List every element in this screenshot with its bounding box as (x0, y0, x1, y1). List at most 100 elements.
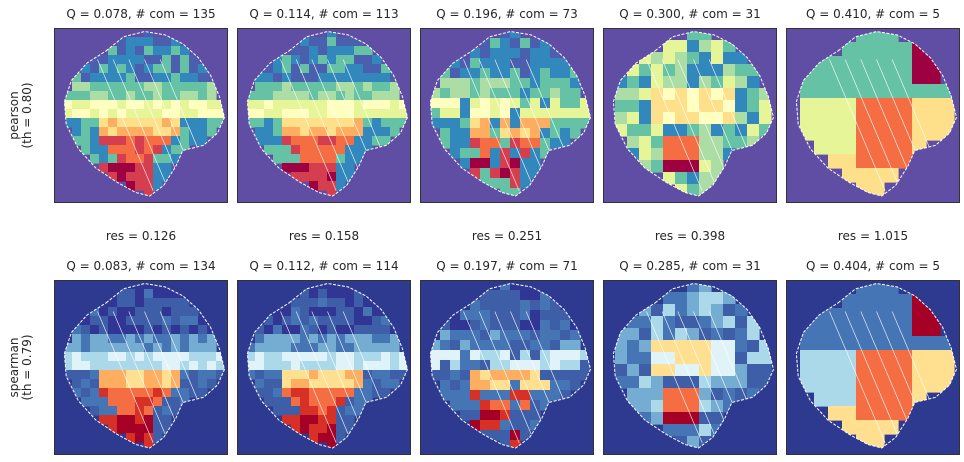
parcel-cell (699, 172, 712, 185)
parcel-cell (884, 31, 899, 43)
parcel-cell (651, 376, 664, 389)
parcel-cell (926, 350, 941, 365)
parcel-cell (117, 361, 127, 371)
parcel-cell (550, 360, 561, 371)
parcel-cell (711, 64, 724, 77)
parcel-cell (381, 343, 391, 353)
parcel-cell (291, 388, 301, 398)
parcel-cell (162, 415, 172, 425)
parcel-cell (327, 73, 337, 83)
parcel-cell (430, 350, 441, 361)
parcel-cell (345, 406, 355, 416)
parcel-cell (363, 109, 373, 119)
parcel-cell (828, 98, 843, 113)
parcel-cell (687, 184, 700, 196)
parcel-cell (490, 340, 501, 351)
parcel-cell (108, 46, 118, 56)
parcel-cell (856, 31, 871, 43)
parcel-cell (144, 190, 154, 196)
brain-outline (246, 30, 409, 197)
parcel-cell (300, 127, 310, 137)
parcel-cell (560, 340, 571, 351)
parcel-cell (64, 352, 73, 362)
parcel-cell (814, 322, 829, 337)
parcel-cell (300, 109, 310, 119)
parcel-cell (500, 168, 511, 179)
parcel-cell (309, 343, 319, 353)
parcel-cell (723, 328, 736, 341)
panel-frame (237, 280, 411, 455)
parcel-cell (273, 154, 283, 164)
parcel-cell (336, 379, 346, 389)
parcel-cell (651, 112, 664, 125)
parcel-cell (90, 145, 100, 155)
parcel-cell (264, 118, 274, 128)
parcel-cell (318, 424, 328, 434)
parcel-cell (470, 410, 481, 421)
parcel-cell (309, 118, 319, 128)
parcel-cell (126, 352, 136, 362)
parcel-cell (90, 154, 100, 164)
parcel-cell (390, 127, 400, 137)
parcel-cell (126, 424, 136, 434)
parcel-cell (490, 320, 501, 331)
parcel-cell (198, 100, 208, 110)
parcel-cell (699, 148, 712, 161)
parcel-cell (90, 370, 100, 380)
parcel-cell (300, 55, 310, 65)
parcel-cell (570, 118, 581, 129)
parcel-cell (171, 118, 181, 128)
panel-title: Q = 0.078, # com = 135 (66, 7, 215, 21)
parcel-cell (180, 82, 190, 92)
parcel-cell (580, 118, 591, 129)
parcel-cell (639, 112, 652, 125)
parcel-cell (639, 100, 652, 113)
parcel-cell (856, 126, 871, 141)
parcel-cell (171, 109, 181, 119)
parcel-cell (814, 378, 829, 393)
parcel-cell (510, 58, 521, 69)
parcel-cell (651, 364, 664, 377)
parcel-cell (530, 340, 541, 351)
boundary-line (112, 59, 170, 191)
parcel-cell (345, 136, 355, 146)
parcel-cell (90, 379, 100, 389)
parcel-cell (291, 136, 301, 146)
parcel-cell (309, 388, 319, 398)
parcel-cell (735, 388, 748, 401)
parcel-cell (530, 330, 541, 341)
parcel-cell (144, 325, 154, 335)
parcel-cell (99, 163, 109, 173)
parcel-cell (327, 118, 337, 128)
parcel-cell (651, 388, 664, 401)
brain-outline (63, 30, 226, 197)
parcel-cell (759, 112, 772, 125)
parcel-cell (480, 58, 491, 69)
parcel-cell (216, 100, 225, 110)
parcel-cell (627, 340, 640, 353)
parcel-cell (144, 379, 154, 389)
parcel-cell (460, 148, 471, 159)
parcel-cell (81, 64, 91, 74)
parcel-cell (711, 124, 724, 137)
parcel-cell (336, 433, 346, 443)
parcel-cell (870, 378, 885, 393)
parcel-cell (842, 42, 857, 57)
parcel-cell (884, 294, 899, 309)
parcel-cell (108, 118, 118, 128)
panel-title: Q = 0.112, # com = 114 (249, 259, 398, 273)
parcel-cell (570, 340, 581, 351)
resolution-label: res = 0.251 (472, 229, 542, 243)
parcel-cell (126, 334, 136, 344)
parcel-cell (135, 172, 145, 182)
parcel-cell (273, 361, 283, 371)
parcel-cell (530, 168, 541, 179)
parcel-cell (81, 361, 91, 371)
parcel-cell (126, 316, 136, 326)
parcel-cell (264, 325, 274, 335)
parcel-cell (460, 330, 471, 341)
parcel-cell (520, 168, 531, 179)
parcel-cell (450, 380, 461, 391)
parcel-cell (490, 370, 501, 381)
parcel-cell (520, 370, 531, 381)
